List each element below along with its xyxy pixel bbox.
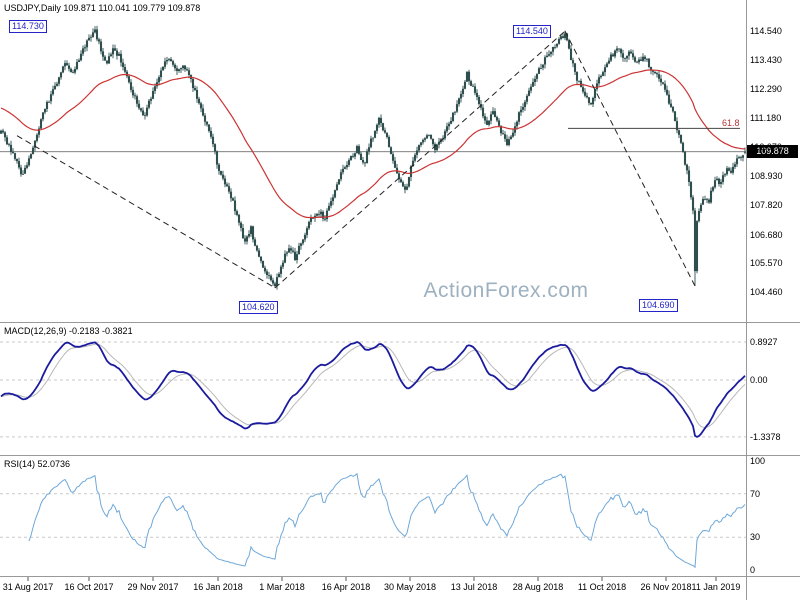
candle-bodies [0, 29, 746, 286]
trendline [564, 30, 696, 287]
rsi-line [28, 472, 746, 569]
candle-wicks [0, 25, 746, 290]
ma-line [0, 69, 746, 219]
trendline [274, 30, 566, 289]
macd-line [0, 341, 746, 438]
watermark-text: ActionForex.com [423, 279, 589, 302]
macd-signal-line [0, 343, 746, 429]
